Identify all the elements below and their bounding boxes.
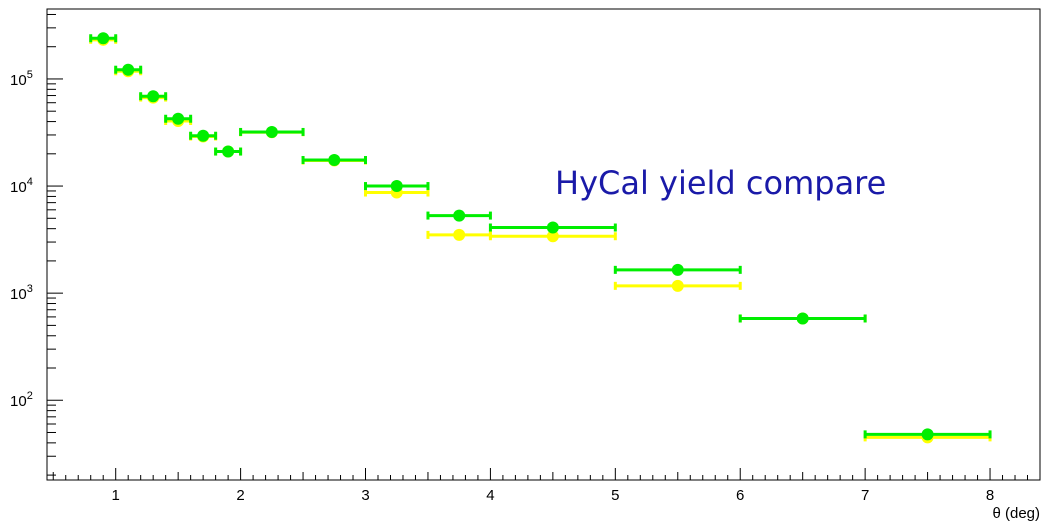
- series-1: [89, 33, 992, 444]
- x-tick-label: 3: [361, 487, 369, 504]
- chart-annotation: HyCal yield compare: [555, 164, 886, 202]
- x-tick-label: 1: [112, 487, 120, 504]
- x-tick-label: 8: [986, 487, 994, 504]
- x-tick-label: 6: [736, 487, 744, 504]
- x-axis-label: θ (deg): [992, 505, 1040, 522]
- data-point: [671, 263, 684, 276]
- data-point: [453, 228, 466, 241]
- y-tick-label: 102: [10, 390, 33, 410]
- y-tick-label: 105: [10, 69, 33, 89]
- data-point: [390, 180, 403, 193]
- data-point: [172, 112, 185, 125]
- data-point: [147, 90, 160, 103]
- data-point: [453, 209, 466, 222]
- x-axis: 1 2 3 4 5 6 7 8: [52, 468, 1041, 504]
- series-layer: [89, 32, 992, 444]
- data-point: [222, 145, 235, 158]
- y-tick-label: 103: [10, 283, 33, 303]
- data-point: [921, 428, 934, 441]
- data-point: [796, 312, 809, 325]
- data-point: [671, 279, 684, 292]
- data-point: [546, 221, 559, 234]
- data-point: [97, 32, 110, 45]
- series-2: [89, 32, 992, 441]
- data-point: [265, 125, 278, 138]
- x-tick-label: 4: [486, 487, 494, 504]
- x-tick-label: 5: [611, 487, 619, 504]
- y-tick-label: 104: [10, 176, 33, 196]
- y-axis: 102 103 104 105: [10, 13, 63, 476]
- data-point: [122, 63, 135, 76]
- x-tick-label: 2: [236, 487, 244, 504]
- x-tick-label: 7: [861, 487, 869, 504]
- data-point: [328, 154, 341, 167]
- data-point: [197, 129, 210, 142]
- data-point: [546, 230, 559, 243]
- plot-frame: [46, 8, 1041, 481]
